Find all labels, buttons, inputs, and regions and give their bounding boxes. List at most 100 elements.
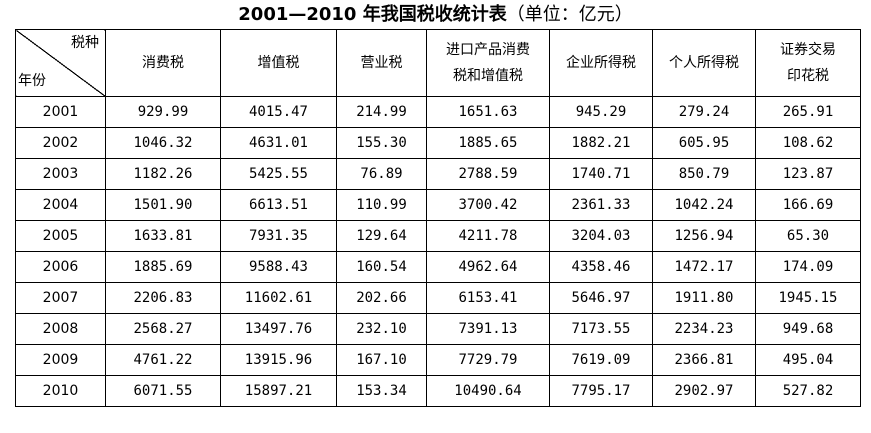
- value-cell: 1501.90: [105, 189, 221, 221]
- table-row: 2005 1633.81 7931.35 129.64 4211.78 3204.03 12…: [15, 220, 861, 252]
- value-cell: 13915.96: [220, 344, 337, 376]
- value-cell: 166.69: [755, 189, 861, 221]
- value-cell: 495.04: [755, 344, 861, 376]
- column-header: 增值税: [220, 29, 337, 97]
- value-cell: 2366.81: [652, 344, 756, 376]
- table-row: 2002 1046.32 4631.01 155.30 1885.65 1882.21 60…: [15, 127, 861, 159]
- value-cell: 945.29: [549, 96, 653, 128]
- value-cell: 13497.76: [220, 313, 337, 345]
- value-cell: 155.30: [336, 127, 427, 159]
- value-cell: 605.95: [652, 127, 756, 159]
- value-cell: 279.24: [652, 96, 756, 128]
- value-cell: 1633.81: [105, 220, 221, 252]
- value-cell: 7729.79: [426, 344, 550, 376]
- value-cell: 4211.78: [426, 220, 550, 252]
- value-cell: 2206.83: [105, 282, 221, 314]
- value-cell: 76.89: [336, 158, 427, 190]
- column-header: 个人所得税: [652, 29, 756, 97]
- value-cell: 4631.01: [220, 127, 337, 159]
- value-cell: 1740.71: [549, 158, 653, 190]
- value-cell: 4015.47: [220, 96, 337, 128]
- value-cell: 7391.13: [426, 313, 550, 345]
- table-row: 2009 4761.22 13915.96 167.10 7729.79 7619.09 2…: [15, 344, 861, 376]
- value-cell: 1472.17: [652, 251, 756, 283]
- column-header: 营业税: [336, 29, 427, 97]
- header-row: 税种 年份 消费税 增值税 营业税 进口产品消费 税和增值税 企业所得税 个人所得…: [15, 29, 861, 97]
- value-cell: 214.99: [336, 96, 427, 128]
- value-cell: 2902.97: [652, 375, 756, 407]
- value-cell: 110.99: [336, 189, 427, 221]
- value-cell: 1882.21: [549, 127, 653, 159]
- value-cell: 153.34: [336, 375, 427, 407]
- table-row: 2006 1885.69 9588.43 160.54 4962.64 4358.46 14…: [15, 251, 861, 283]
- value-cell: 160.54: [336, 251, 427, 283]
- value-cell: 7795.17: [549, 375, 653, 407]
- column-header: 证券交易 印花税: [755, 29, 861, 97]
- table-row: 2007 2206.83 11602.61 202.66 6153.41 5646.97 1…: [15, 282, 861, 314]
- year-cell: 2010: [15, 375, 106, 407]
- year-cell: 2006: [15, 251, 106, 283]
- year-cell: 2001: [15, 96, 106, 128]
- value-cell: 850.79: [652, 158, 756, 190]
- year-cell: 2004: [15, 189, 106, 221]
- value-cell: 202.66: [336, 282, 427, 314]
- value-cell: 7619.09: [549, 344, 653, 376]
- value-cell: 6153.41: [426, 282, 550, 314]
- value-cell: 167.10: [336, 344, 427, 376]
- table-row: 2004 1501.90 6613.51 110.99 3700.42 2361.33 10…: [15, 189, 861, 221]
- value-cell: 1651.63: [426, 96, 550, 128]
- value-cell: 527.82: [755, 375, 861, 407]
- value-cell: 1182.26: [105, 158, 221, 190]
- value-cell: 2361.33: [549, 189, 653, 221]
- value-cell: 2234.23: [652, 313, 756, 345]
- year-cell: 2007: [15, 282, 106, 314]
- value-cell: 1042.24: [652, 189, 756, 221]
- value-cell: 6071.55: [105, 375, 221, 407]
- year-cell: 2008: [15, 313, 106, 345]
- column-header: 企业所得税: [549, 29, 653, 97]
- value-cell: 929.99: [105, 96, 221, 128]
- value-cell: 174.09: [755, 251, 861, 283]
- table-row: 2003 1182.26 5425.55 76.89 2788.59 1740.71 850…: [15, 158, 861, 190]
- table-body: 2001 929.99 4015.47 214.99 1651.63 945.29 279.…: [15, 96, 861, 407]
- value-cell: 232.10: [336, 313, 427, 345]
- value-cell: 123.87: [755, 158, 861, 190]
- value-cell: 265.91: [755, 96, 861, 128]
- value-cell: 4358.46: [549, 251, 653, 283]
- value-cell: 4761.22: [105, 344, 221, 376]
- value-cell: 11602.61: [220, 282, 337, 314]
- year-cell: 2009: [15, 344, 106, 376]
- year-cell: 2003: [15, 158, 106, 190]
- table-row: 2010 6071.55 15897.21 153.34 10490.64 7795.17…: [15, 375, 861, 407]
- value-cell: 1911.80: [652, 282, 756, 314]
- value-cell: 7173.55: [549, 313, 653, 345]
- table-row: 2001 929.99 4015.47 214.99 1651.63 945.29 279.…: [15, 96, 861, 128]
- corner-header-cell: 税种 年份: [15, 29, 106, 97]
- column-header: 进口产品消费 税和增值税: [426, 29, 550, 97]
- value-cell: 6613.51: [220, 189, 337, 221]
- year-cell: 2002: [15, 127, 106, 159]
- value-cell: 1256.94: [652, 220, 756, 252]
- column-header: 消费税: [105, 29, 221, 97]
- title-unit: （单位：亿元）: [506, 4, 633, 25]
- value-cell: 15897.21: [220, 375, 337, 407]
- corner-label-tax-type: 税种: [71, 35, 99, 51]
- value-cell: 3700.42: [426, 189, 550, 221]
- value-cell: 10490.64: [426, 375, 550, 407]
- value-cell: 65.30: [755, 220, 861, 252]
- value-cell: 949.68: [755, 313, 861, 345]
- value-cell: 1885.65: [426, 127, 550, 159]
- corner-label-year: 年份: [18, 73, 46, 89]
- value-cell: 1885.69: [105, 251, 221, 283]
- value-cell: 3204.03: [549, 220, 653, 252]
- value-cell: 5425.55: [220, 158, 337, 190]
- year-cell: 2005: [15, 220, 106, 252]
- value-cell: 5646.97: [549, 282, 653, 314]
- value-cell: 2788.59: [426, 158, 550, 190]
- value-cell: 129.64: [336, 220, 427, 252]
- value-cell: 1046.32: [105, 127, 221, 159]
- tax-statistics-table: 税种 年份 消费税 增值税 营业税 进口产品消费 税和增值税 企业所得税 个人所得…: [15, 29, 861, 407]
- value-cell: 9588.43: [220, 251, 337, 283]
- value-cell: 108.62: [755, 127, 861, 159]
- value-cell: 7931.35: [220, 220, 337, 252]
